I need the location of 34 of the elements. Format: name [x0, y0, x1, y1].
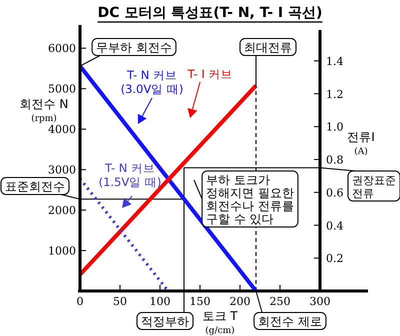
y-tick-label: 2000 [48, 204, 76, 218]
x-axis-title: 토크 T (g/cm) [202, 309, 238, 336]
ref-line-label: 표준회전수 [5, 180, 65, 194]
series-label: T- N 커브 (1.5V일 때) [98, 161, 162, 189]
y-tick-label: 6000 [48, 42, 76, 56]
y2-tick-label: 0.8 [326, 154, 344, 166]
ref-line-label: 권장표준 전류 [352, 174, 396, 200]
x-tick-label: 250 [270, 295, 290, 308]
x-tick-label: 50 [113, 295, 127, 308]
y2-tick-label: 1.4 [326, 54, 344, 68]
annotation: 부하 토크가 정해지면 필요한 회전수나 전류를 구할 수 있다 [206, 173, 294, 226]
x-tick-label: 100 [150, 295, 170, 308]
y-tick-label: 1000 [48, 244, 76, 258]
y2-tick-label: 0.2 [326, 252, 344, 266]
y-tick-label: 4000 [48, 123, 76, 136]
series-label: T- N 커브 (3.0V일 때) [120, 68, 184, 96]
y2-axis-title: 전류I (A) [347, 130, 375, 157]
annotation: 회전수 제로 [258, 314, 322, 328]
ref-line-label: 최대전류 [244, 40, 292, 54]
y-tick-label: 3000 [48, 164, 76, 177]
y2-tick-label: 1.2 [326, 88, 344, 101]
y-tick-label: 5000 [48, 82, 76, 96]
y-axis-title: 회전수 N (rpm) [20, 97, 68, 124]
legend-label: 적정부하 [141, 314, 189, 328]
y2-tick-label: 0.6 [326, 186, 344, 200]
y2-tick-label: 0.4 [326, 219, 344, 232]
x-tick-label: 0 [76, 295, 84, 308]
y2-tick-label: 1.0 [326, 120, 344, 134]
series-label: T- I 커브 [186, 67, 232, 81]
x-tick-label: 150 [190, 295, 210, 308]
x-tick-label: 300 [310, 295, 330, 308]
annotation: 무부하 회전수 [96, 40, 172, 54]
chart-title: DC 모터의 특성표(T- N, T- I 곡선) [98, 5, 322, 21]
x-tick-label: 200 [230, 295, 250, 308]
